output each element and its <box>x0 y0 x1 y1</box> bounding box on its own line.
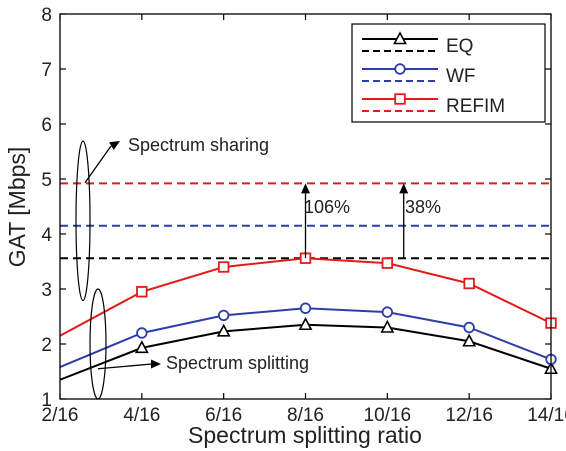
data-point-wf <box>381 306 394 318</box>
x-axis-title: Spectrum splitting ratio <box>188 422 422 448</box>
gain-38-label: 38% <box>405 197 441 217</box>
y-tick-label: 2 <box>41 335 52 356</box>
x-tick-label: 4/16 <box>123 405 160 426</box>
sharing-arrowhead <box>109 141 120 151</box>
plot-frame <box>59 13 552 400</box>
y-axis-title: GAT [Mbps] <box>4 147 30 268</box>
sharing-ellipse <box>75 140 91 302</box>
splitting-label: Spectrum splitting <box>166 353 309 373</box>
legend-marker-eq <box>393 31 407 45</box>
sharing-label: Spectrum sharing <box>128 135 269 155</box>
data-point-refim <box>136 286 148 298</box>
x-tick-label: 14/16 <box>527 405 566 426</box>
y-tick-label: 7 <box>41 60 52 81</box>
splitting-arrowhead <box>151 359 161 369</box>
data-point-eq <box>462 333 477 347</box>
annotations: Spectrum sharing Spectrum splitting 106%… <box>75 135 441 400</box>
y-tick-label: 3 <box>41 280 52 301</box>
x-tick-label: 8/16 <box>287 405 324 426</box>
x-axis-ticks: 2/16 4/16 6/16 8/16 10/16 12/16 14/16 <box>42 14 566 426</box>
y-tick-label: 1 <box>41 390 52 411</box>
x-tick-label: 12/16 <box>445 405 493 426</box>
x-tick-label: 10/16 <box>364 405 412 426</box>
legend: EQ WF REFIM <box>351 23 546 123</box>
y-tick-label: 4 <box>41 225 52 246</box>
data-point-wf <box>136 327 148 339</box>
data-point-eq <box>216 323 231 337</box>
data-point-wf <box>217 309 230 322</box>
y-tick-label: 8 <box>41 5 52 26</box>
data-point-eq <box>134 340 149 354</box>
legend-label-eq: EQ <box>446 36 473 57</box>
sharing-arrow <box>84 145 112 184</box>
legend-marker-wf <box>394 63 406 75</box>
x-tick-label: 2/16 <box>42 405 79 426</box>
data-point-wf <box>299 302 312 314</box>
data-point-eq <box>380 319 395 333</box>
splitting-ellipse <box>89 288 107 400</box>
legend-label-wf: WF <box>446 66 476 87</box>
legend-box <box>351 23 546 123</box>
data-point-eq <box>298 317 313 331</box>
legend-label-refim: REFIM <box>446 96 505 117</box>
y-tick-label: 6 <box>41 115 52 136</box>
y-tick-label: 5 <box>41 170 52 191</box>
gain-106-arrowhead <box>301 183 310 194</box>
legend-marker-refim <box>394 93 406 105</box>
data-point-refim <box>381 257 394 269</box>
gain-38-arrowhead <box>399 183 409 194</box>
gain-106-label: 106% <box>304 197 350 217</box>
sharing-lines <box>60 182 551 260</box>
x-tick-label: 6/16 <box>205 405 242 426</box>
data-point-refim <box>463 277 475 290</box>
data-point-wf <box>463 321 475 334</box>
data-point-refim <box>217 261 230 273</box>
splitting-arrow <box>97 363 153 370</box>
y-axis-ticks: 1 2 3 4 5 6 7 8 <box>41 5 551 411</box>
